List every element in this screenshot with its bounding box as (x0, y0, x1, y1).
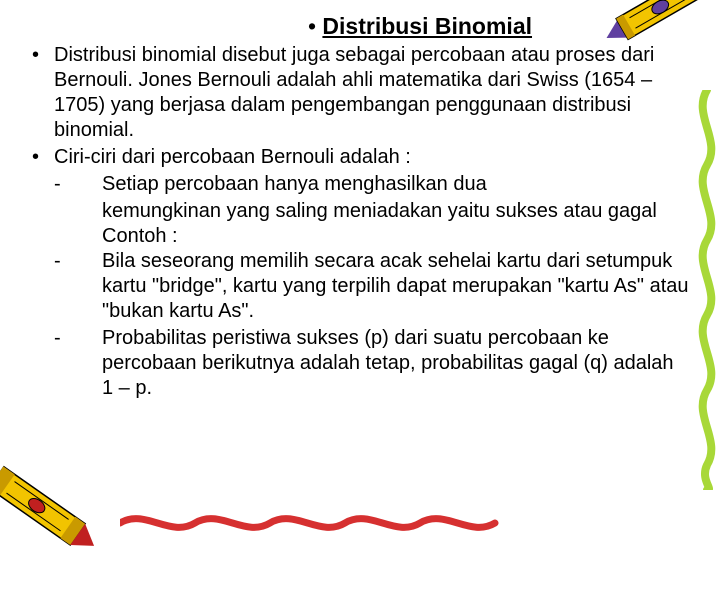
sub-item-2: - Bila seseorang memilih secara acak seh… (30, 249, 690, 324)
sub-item-1-line1: Setiap percobaan hanya menghasilkan dua (102, 172, 690, 197)
paragraph-2-text: Ciri-ciri dari percobaan Bernouli adalah… (54, 145, 690, 170)
bullet: • (30, 145, 54, 170)
squiggle-right (692, 90, 720, 490)
slide-title: • Distribusi Binomial (30, 12, 690, 41)
paragraph-1: • Distribusi binomial disebut juga sebag… (30, 43, 690, 143)
sub-item-2-text: Bila seseorang memilih secara acak sehel… (102, 249, 690, 324)
dash: - (54, 326, 102, 401)
sub-item-3: - Probabilitas peristiwa sukses (p) dari… (30, 326, 690, 401)
bullet: • (30, 43, 54, 143)
paragraph-1-text: Distribusi binomial disebut juga sebagai… (54, 43, 690, 143)
dash: - (54, 249, 102, 324)
slide-content: • Distribusi Binomial • Distribusi binom… (30, 12, 690, 403)
paragraph-2: • Ciri-ciri dari percobaan Bernouli adal… (30, 145, 690, 170)
sub-item-3-text: Probabilitas peristiwa sukses (p) dari s… (102, 326, 690, 401)
sub-item-1: - Setiap percobaan hanya menghasilkan du… (30, 172, 690, 197)
crayon-bottom-left (0, 450, 121, 590)
title-text: Distribusi Binomial (322, 13, 532, 39)
sub-item-1-line2: kemungkinan yang saling meniadakan yaitu… (30, 199, 690, 224)
squiggle-bottom (120, 508, 520, 538)
dash: - (54, 172, 102, 197)
title-bullet: • (308, 13, 316, 39)
sub-item-1-line3: Contoh : (30, 224, 690, 249)
